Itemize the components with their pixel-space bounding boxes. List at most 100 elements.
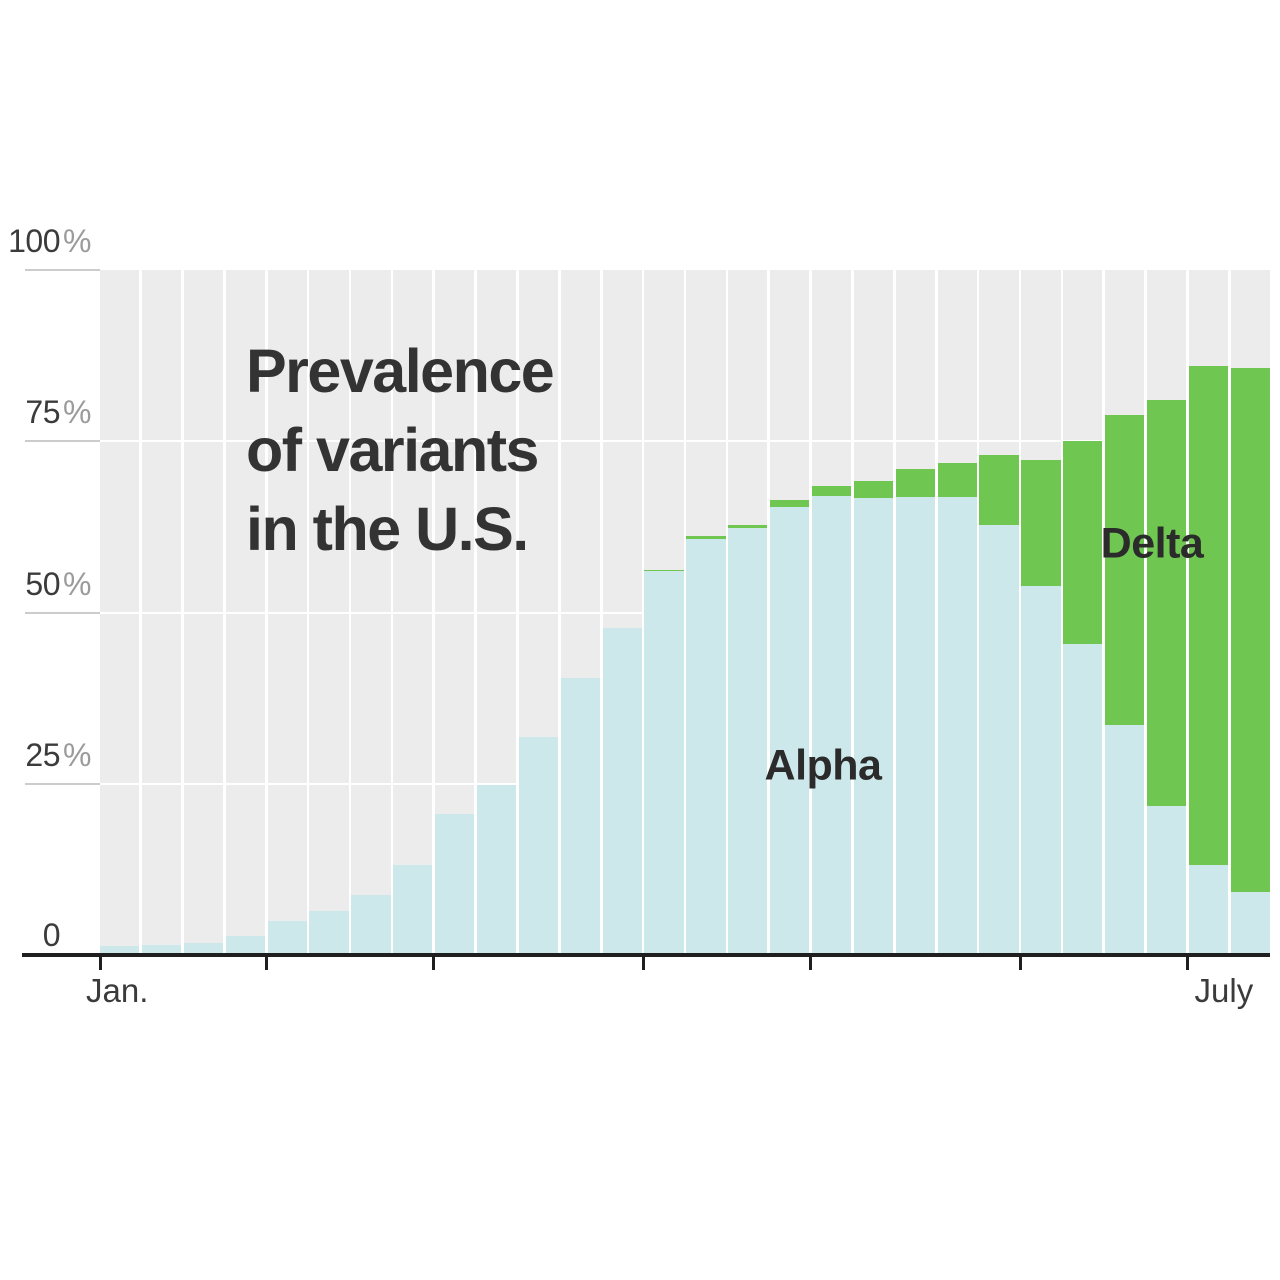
alpha-segment (686, 538, 726, 955)
delta-segment (895, 469, 935, 498)
alpha-segment (811, 496, 852, 955)
month-tick (98, 956, 102, 970)
alpha-segment (225, 935, 265, 955)
alpha-segment (518, 737, 559, 955)
month-tick (1018, 956, 1022, 970)
alpha-segment (853, 498, 894, 955)
bar-column (811, 270, 852, 955)
month-tick (1186, 956, 1190, 970)
alpha-segment (728, 528, 768, 955)
alpha-segment (141, 945, 182, 955)
y-grid-stub-50 (25, 611, 100, 614)
bar-column (393, 270, 433, 955)
x-axis-line (22, 953, 1270, 957)
bar-column (1063, 270, 1103, 955)
alpha-segment (100, 946, 140, 955)
chart-title: Prevalence of variants in the U.S. (246, 332, 555, 569)
bar-column (225, 270, 265, 955)
bar-column (979, 270, 1019, 955)
y-tick-label-75: 75% (25, 394, 92, 431)
gridline-75 (100, 440, 1270, 443)
delta-segment (686, 536, 726, 539)
plot-area (100, 270, 1270, 955)
bar-column (1230, 270, 1270, 955)
alpha-segment (937, 497, 977, 955)
delta-segment (979, 454, 1019, 525)
bar-column (770, 270, 810, 955)
alpha-segment (1188, 864, 1229, 955)
alpha-segment (560, 678, 600, 955)
gridline-25 (100, 782, 1270, 785)
bar-column (895, 270, 935, 955)
delta-segment (937, 462, 977, 498)
y-tick-label-0: 0 (42, 917, 61, 953)
bar-column (686, 270, 726, 955)
y-tick-label-25: 25% (25, 736, 92, 773)
bar-column (602, 270, 642, 955)
chart-title-line-3: in the U.S. (246, 495, 529, 563)
delta-segment (811, 485, 852, 497)
alpha-segment (1063, 644, 1103, 955)
alpha-segment (309, 911, 349, 955)
gridline-50 (100, 611, 1270, 614)
bar-column (518, 270, 559, 955)
delta-segment (1146, 400, 1187, 806)
bar-column (1021, 270, 1061, 955)
alpha-segment (602, 627, 642, 955)
bars-layer (100, 270, 1270, 955)
x-tick-label-Jan: Jan. (86, 972, 149, 1009)
bar-column (937, 270, 977, 955)
bar-column (1146, 270, 1187, 955)
bar-column (351, 270, 391, 955)
month-tick (641, 956, 645, 970)
bar-column (435, 270, 475, 955)
y-grid-stub-100 (25, 269, 100, 271)
alpha-series-label: Alpha (764, 741, 882, 790)
bar-column (476, 270, 517, 955)
bar-column (560, 270, 600, 955)
alpha-segment (351, 894, 391, 955)
chart-title-line-1: Prevalence (246, 337, 555, 405)
delta-segment (1063, 440, 1103, 645)
y-grid-stub-25 (25, 782, 100, 785)
delta-segment (644, 570, 684, 572)
bar-column (644, 270, 684, 955)
y-grid-stub-75 (25, 440, 100, 443)
month-tick (809, 956, 813, 970)
x-tick-label-July: July (1194, 972, 1254, 1009)
bar-column (141, 270, 182, 955)
alpha-segment (1230, 891, 1270, 955)
bar-column (309, 270, 349, 955)
bar-column (728, 270, 768, 955)
y-tick-label-50: 50% (25, 565, 92, 602)
bar-column (853, 270, 894, 955)
delta-segment (1188, 365, 1229, 865)
y-tick-label-100: 100% (8, 223, 92, 259)
alpha-segment (1105, 724, 1145, 955)
alpha-segment (1146, 805, 1187, 955)
delta-segment (1021, 459, 1061, 586)
delta-segment (1230, 367, 1270, 892)
bar-column (1105, 270, 1145, 955)
alpha-segment (267, 920, 307, 955)
bar-column (1188, 270, 1229, 955)
alpha-segment (476, 785, 517, 955)
delta-series-label: Delta (1100, 519, 1204, 568)
bar-column (100, 270, 140, 955)
alpha-segment (1021, 585, 1061, 955)
alpha-segment (644, 571, 684, 955)
alpha-segment (393, 864, 433, 955)
month-tick (264, 956, 268, 970)
delta-segment (1105, 415, 1145, 725)
alpha-segment (895, 497, 935, 955)
delta-segment (853, 480, 894, 499)
month-tick (432, 956, 436, 970)
alpha-segment (979, 524, 1019, 955)
delta-segment (770, 500, 810, 508)
chart-title-line-2: of variants (246, 416, 540, 484)
delta-segment (728, 524, 768, 529)
bar-column (183, 270, 224, 955)
alpha-segment (183, 943, 224, 955)
alpha-segment (435, 813, 475, 955)
